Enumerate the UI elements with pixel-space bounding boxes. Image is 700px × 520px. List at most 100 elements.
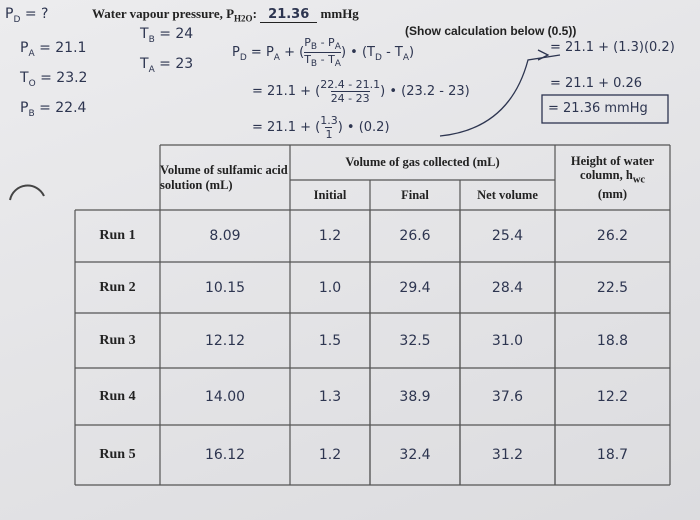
hw-text: P (20, 40, 29, 56)
run-label: Run 3 (99, 332, 136, 348)
hw-sub: B (28, 108, 35, 119)
table-cell: 10.15 (204, 279, 246, 296)
hw-text: = P (246, 45, 274, 61)
hw-text: = 24 (154, 26, 194, 42)
hw-text: = 21.1 + ( (252, 84, 321, 99)
hw-sub: A (28, 48, 35, 59)
given-line: PB = 22.4 (20, 100, 86, 119)
table-cell: 22.5 (596, 279, 629, 296)
denominator: 1 (325, 127, 333, 141)
table-cell: 26.6 (399, 228, 431, 244)
header-colon: : (252, 6, 257, 21)
calc-line: = 21.1 + (1.3 1) • (0.2) (252, 114, 390, 141)
hw-text: ) • (T (340, 45, 375, 61)
hw-text: = ? (20, 6, 49, 22)
header-label: Water vapour pressure, P (92, 6, 235, 21)
table-cell: 28.4 (491, 279, 524, 296)
hw-text: T (20, 70, 29, 86)
hw-text: + ( (279, 45, 305, 61)
numerator: 22.4 - 21.1 (320, 78, 380, 91)
hw-sub: B (148, 34, 155, 45)
given-line: TO = 23.2 (20, 70, 87, 89)
hw-sub: A (148, 64, 155, 75)
hw-text: = 23 (154, 56, 194, 72)
hw-text: 1 (325, 128, 333, 141)
table-cell: 18.8 (596, 332, 629, 349)
table-cell: 32.4 (399, 447, 431, 463)
header-height-text: Height of water column, hwc (555, 154, 670, 187)
hw-sub: D (375, 52, 382, 63)
table-cell: 16.12 (204, 447, 246, 463)
hw-sub: A (402, 52, 410, 63)
table-cell: 1.2 (318, 228, 342, 244)
header-acid: Volume of sulfamic acid solution (mL) (160, 163, 288, 192)
table-cell: 38.9 (399, 388, 431, 405)
denominator: 24 - 23 (330, 91, 370, 105)
hw-text: P (20, 100, 29, 116)
arrow-curve (439, 54, 561, 137)
header-height-label: Height of water column, h (570, 153, 655, 183)
hw-text: T (304, 53, 311, 67)
table-cell: 1.0 (318, 279, 342, 296)
hw-sub: A (334, 42, 341, 53)
header-net: Net volume (477, 187, 538, 202)
hw-sub: O (28, 78, 36, 89)
hw-text: = 21.1 + ( (252, 120, 321, 135)
table-cell: 31.0 (491, 332, 524, 349)
hw-text: 24 - 23 (330, 92, 370, 105)
hw-text: - T (381, 45, 403, 61)
header-height: Height of water column, hwc (mm) (555, 145, 670, 210)
fraction: 22.4 - 21.1 24 - 23 (320, 78, 380, 105)
numerator: 1.3 (320, 114, 338, 127)
run-label: Run 5 (99, 447, 136, 462)
hw-sub: A (273, 52, 280, 63)
denominator: TB - TA (304, 52, 341, 69)
header-gas: Volume of gas collected (mL) (345, 155, 500, 170)
arrow-head (537, 49, 550, 61)
table-cell: 18.7 (596, 447, 629, 463)
table-cell: 12.12 (204, 332, 246, 349)
hw-text: 1.3 (320, 114, 338, 127)
table-cell: 1.5 (318, 332, 342, 349)
header-height-sub: wc (632, 174, 645, 186)
table-cell: 1.3 (318, 388, 342, 405)
hw-text: ) • (0.2) (337, 120, 390, 135)
given-line: PD = ? (5, 6, 48, 25)
table-cell: 8.09 (209, 228, 241, 244)
hw-text: P (5, 6, 14, 22)
header-value: 21.36 (260, 7, 318, 23)
header-final: Final (401, 187, 429, 202)
hw-sub: B (310, 42, 318, 53)
numerator: PB - PA (304, 36, 341, 52)
hw-text: = 22.4 (34, 100, 87, 116)
table-cell: 26.2 (596, 228, 629, 244)
hw-text: 22.4 - 21.1 (320, 78, 381, 91)
table-cell: 32.5 (399, 332, 431, 349)
result-line: = 21.36 mmHg (548, 101, 648, 116)
hw-text: T (140, 26, 149, 42)
header-note: (Show calculation below (0.5)) (405, 24, 577, 38)
hw-text: - P (317, 36, 335, 49)
hw-text: = 21.1 (34, 40, 87, 56)
run-label: Run 2 (99, 279, 136, 295)
given-line: TA = 23 (140, 56, 193, 75)
fraction: 1.3 1 (320, 114, 338, 141)
hw-text: - T (317, 53, 335, 67)
header-unit: mmHg (320, 6, 359, 21)
hw-text: P (232, 45, 240, 61)
run-label: Run 1 (99, 228, 136, 243)
hw-sub: D (13, 14, 21, 25)
table-cell: 37.6 (491, 388, 524, 405)
hw-sub: D (239, 52, 247, 63)
hw-text: ) (409, 45, 415, 61)
hw-text: ) • (23.2 - 23) (380, 84, 470, 99)
hw-sub: A (334, 59, 341, 70)
table-cell: 25.4 (491, 228, 524, 244)
hw-text: = 23.2 (35, 70, 88, 86)
result-line: = 21.1 + 0.26 (550, 76, 643, 91)
answer-box (541, 94, 669, 124)
calc-line: = 21.1 + (22.4 - 21.1 24 - 23) • (23.2 - … (252, 78, 470, 105)
run-label: Run 4 (99, 388, 136, 404)
